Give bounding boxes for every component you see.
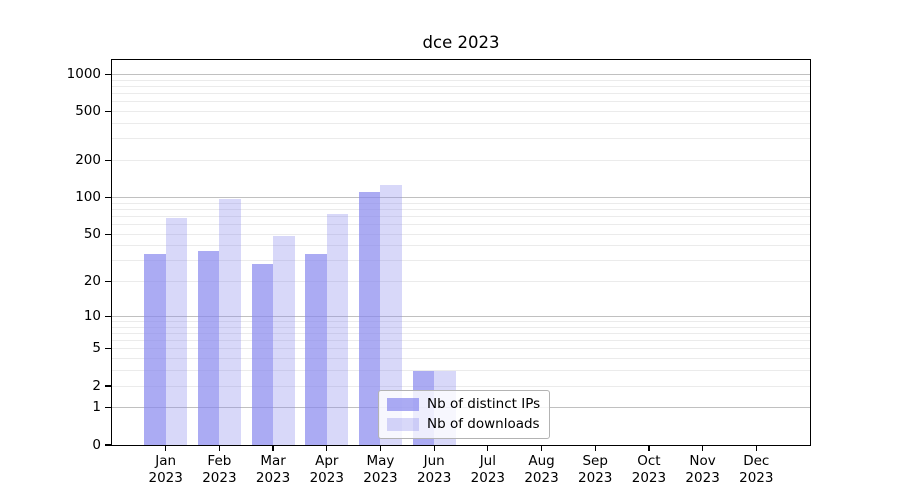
gridline-minor-7	[112, 332, 810, 334]
x-tick-label-apr: Apr 2023	[309, 453, 344, 486]
gridline-minor-8	[112, 326, 810, 328]
x-tick-label-jul: Jul 2023	[470, 453, 506, 486]
gridline-minor-80	[112, 208, 810, 210]
x-tick-label-aug: Aug 2023	[524, 453, 559, 486]
y-tick-label-20: 20	[83, 273, 101, 290]
bar-mar-distinct-ips	[251, 264, 274, 445]
legend-item-downloads: Nb of downloads	[387, 416, 540, 433]
gridline-minor-900	[112, 79, 810, 81]
chart-title: dce 2023	[422, 33, 500, 52]
y-tick-label-2: 2	[92, 377, 101, 394]
bar-feb-downloads	[219, 199, 241, 445]
bar-apr-downloads	[326, 214, 349, 445]
gridline-minor-40	[112, 245, 810, 247]
x-tick-label-may: May 2023	[363, 453, 398, 486]
y-tick-1000	[105, 73, 111, 76]
gridline-minor-6	[112, 340, 810, 342]
bar-apr-distinct-ips	[305, 254, 327, 445]
x-tick-label-oct: Oct 2023	[631, 453, 667, 486]
y-tick-500	[105, 110, 111, 113]
x-tick-jun	[433, 446, 435, 451]
y-tick-label-1000: 1000	[66, 65, 101, 82]
y-tick-label-10: 10	[83, 307, 101, 324]
y-tick-100	[105, 196, 111, 199]
bar-may-downloads	[380, 184, 402, 445]
y-tick-5	[105, 348, 111, 350]
y-tick-10	[105, 315, 111, 317]
bar-jan-distinct-ips	[144, 254, 166, 445]
x-tick-apr	[326, 446, 328, 451]
gridline-minor-500	[112, 111, 810, 113]
gridline-minor-90	[112, 202, 810, 204]
legend-swatch-downloads	[387, 418, 419, 431]
y-tick-200	[105, 159, 111, 162]
gridline-minor-60	[112, 224, 810, 226]
y-tick-label-500: 500	[75, 103, 101, 120]
x-tick-oct	[648, 446, 650, 451]
x-tick-sep	[594, 446, 596, 451]
bar-may-distinct-ips	[358, 191, 381, 445]
gridline-minor-2	[112, 385, 810, 387]
x-tick-jan	[165, 446, 167, 451]
x-tick-may	[379, 446, 382, 451]
gridline-minor-30	[112, 260, 810, 262]
gridline-minor-3	[112, 370, 810, 372]
bar-mar-downloads	[273, 236, 295, 445]
gridline-minor-4	[112, 358, 810, 360]
gridline-major-10	[112, 315, 810, 317]
bar-feb-distinct-ips	[197, 251, 220, 445]
x-tick-label-nov: Nov 2023	[685, 453, 720, 486]
gridline-minor-70	[112, 215, 810, 217]
y-tick-label-50: 50	[83, 225, 101, 242]
y-tick-20	[105, 281, 111, 283]
x-tick-label-sep: Sep 2023	[578, 453, 613, 486]
y-tick-label-200: 200	[75, 152, 101, 169]
x-tick-label-jun: Jun 2023	[416, 453, 452, 486]
legend-swatch-distinct-ips	[387, 398, 419, 411]
x-tick-dec	[755, 446, 757, 451]
y-tick-label-100: 100	[75, 188, 101, 205]
y-tick-1	[105, 407, 111, 409]
y-tick-label-1: 1	[92, 399, 101, 416]
y-tick-0	[105, 444, 111, 446]
gridline-minor-300	[112, 138, 810, 140]
y-tick-label-0: 0	[92, 436, 101, 453]
gridline-major-1000	[112, 73, 810, 75]
x-tick-label-feb: Feb 2023	[202, 453, 237, 486]
x-tick-jul	[487, 446, 489, 451]
plot-area	[111, 59, 811, 446]
gridline-minor-800	[112, 85, 810, 87]
y-tick-label-5: 5	[92, 340, 101, 357]
legend-label-downloads: Nb of downloads	[427, 416, 540, 432]
gridline-minor-9	[112, 321, 810, 322]
x-tick-nov	[702, 446, 704, 451]
legend-label-distinct-ips: Nb of distinct IPs	[427, 396, 541, 412]
gridline-minor-20	[112, 281, 810, 283]
x-tick-label-jan: Jan 2023	[148, 453, 183, 486]
y-tick-50	[105, 233, 111, 235]
x-tick-aug	[540, 446, 543, 451]
x-tick-label-mar: Mar 2023	[255, 453, 291, 486]
gridline-minor-600	[112, 101, 810, 103]
gridline-minor-400	[112, 123, 810, 125]
bar-jan-downloads	[165, 217, 188, 445]
gridline-minor-200	[112, 160, 810, 162]
y-tick-2	[105, 385, 111, 387]
legend: Nb of distinct IPs Nb of downloads	[378, 390, 551, 439]
x-tick-mar	[272, 446, 274, 451]
gridline-minor-5	[112, 348, 810, 350]
gridline-major-100	[112, 196, 810, 198]
x-tick-feb	[218, 446, 220, 451]
gridline-minor-700	[112, 93, 810, 95]
gridline-minor-50	[112, 233, 810, 235]
x-tick-label-dec: Dec 2023	[739, 453, 774, 486]
legend-item-distinct-ips: Nb of distinct IPs	[387, 396, 540, 413]
